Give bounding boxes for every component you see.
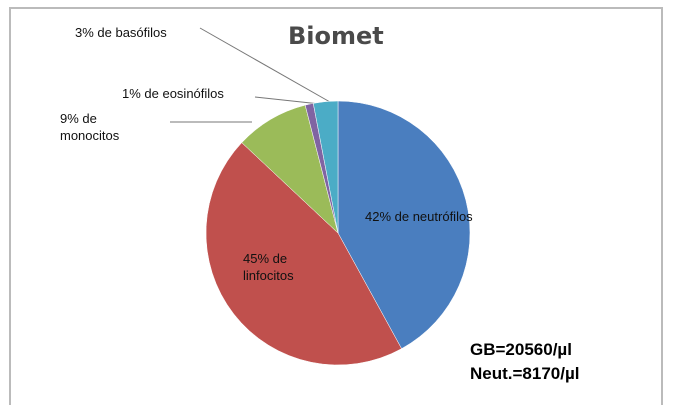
chart-title: Biomet (288, 22, 384, 50)
data-label: 9% de monocitos (60, 111, 120, 143)
annotation: Neut.=8170/µl (470, 364, 580, 383)
annotation: GB=20560/µl (470, 340, 572, 359)
data-label: 3% de basófilos (75, 25, 167, 40)
pie-slice (312, 100, 339, 234)
pie-slice (205, 142, 402, 366)
leader-line (199, 27, 331, 103)
data-label: 42% de neutrófilos (365, 209, 473, 224)
pie-slice (337, 100, 471, 350)
leader-line (254, 96, 321, 105)
data-label: 1% de eosinófilos (122, 86, 224, 101)
data-label: 45% de linfocitos (243, 251, 294, 283)
frame (9, 7, 663, 405)
